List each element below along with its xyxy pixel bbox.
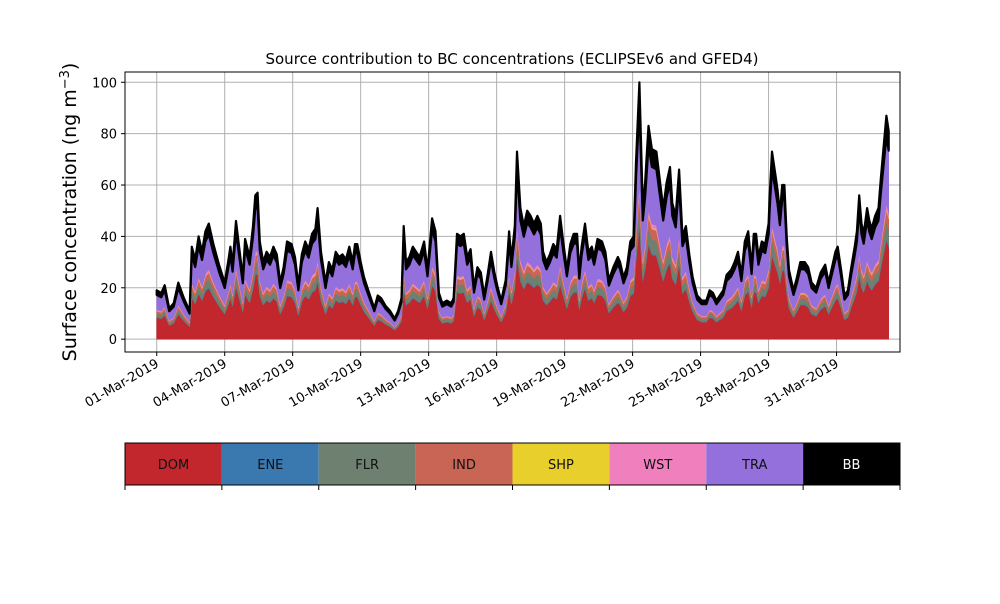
legend-colorbar: DOM ENE FLR IND SHP WST TRA BB: [124, 442, 901, 490]
area-bb: [155, 81, 890, 322]
y-tick-label: 20: [100, 282, 117, 297]
stacked-areas: [155, 81, 890, 340]
y-tick-label: 40: [100, 230, 117, 245]
legend-swatch-flr: [318, 443, 416, 485]
legend-swatch-ind: [415, 443, 513, 485]
legend-swatch-wst: [609, 443, 707, 485]
legend-label-ene: ENE: [257, 458, 283, 473]
y-axis-label-superscript: −3: [58, 70, 73, 89]
legend-swatch-ene: [221, 443, 319, 485]
legend-swatch-bb: [803, 443, 900, 485]
legend-label-tra: TRA: [741, 458, 767, 473]
legend-label-dom: DOM: [158, 458, 189, 473]
y-tick-label: 60: [100, 179, 117, 194]
legend-label-flr: FLR: [355, 458, 379, 473]
y-axis-label-main: Surface concentration (ng m: [59, 89, 81, 361]
y-tick-label: 0: [109, 333, 117, 348]
legend-swatch-dom: [125, 443, 222, 485]
y-axis-label-close: ): [59, 63, 81, 70]
chart-title: Source contribution to BC concentrations…: [265, 50, 758, 68]
y-tick-label: 100: [92, 76, 117, 91]
y-tick-label: 80: [100, 128, 117, 143]
legend-swatch-shp: [512, 443, 610, 485]
legend-swatch-tra: [706, 443, 804, 485]
legend-label-shp: SHP: [548, 458, 574, 473]
legend-label-wst: WST: [643, 458, 672, 473]
y-axis-ticks: 0 20 40 60 80 100: [92, 76, 125, 348]
legend-label-bb: BB: [843, 458, 861, 473]
axes-frame: [124, 71, 901, 353]
legend-label-ind: IND: [452, 458, 476, 473]
y-axis-label: Surface concentration (ng m−3): [58, 63, 81, 362]
